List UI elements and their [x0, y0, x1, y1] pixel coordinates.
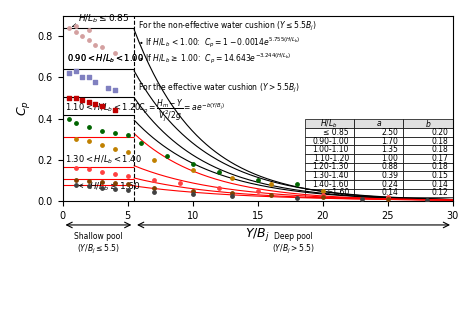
Point — [85, 75, 92, 80]
Point — [98, 143, 106, 148]
X-axis label: $Y/B_j$: $Y/B_j$ — [246, 226, 270, 243]
Point — [176, 181, 183, 186]
Point — [137, 141, 145, 146]
Point — [189, 167, 197, 172]
Point — [72, 178, 80, 183]
Point — [228, 190, 236, 195]
Point — [111, 147, 118, 152]
Point — [215, 185, 222, 190]
Point — [319, 192, 327, 197]
Point — [319, 194, 327, 199]
Point — [124, 149, 131, 154]
Point — [111, 186, 118, 191]
Point — [150, 185, 157, 190]
Point — [65, 71, 73, 76]
Point — [72, 137, 80, 142]
Point — [91, 102, 99, 107]
Point — [384, 194, 392, 199]
Point — [98, 128, 106, 133]
Point — [85, 28, 92, 33]
Point — [189, 191, 197, 196]
Point — [85, 38, 92, 43]
Point — [85, 179, 92, 184]
Point — [85, 124, 92, 129]
Point — [124, 174, 131, 179]
Point — [91, 42, 99, 47]
Text: $1.30 < H/L_b < 1.40$: $1.30 < H/L_b < 1.40$ — [65, 154, 142, 166]
Point — [98, 104, 106, 109]
Point — [150, 178, 157, 183]
Point — [72, 95, 80, 100]
Text: $1.10 < H/L_b < 1.20$: $1.10 < H/L_b < 1.20$ — [65, 101, 142, 114]
Point — [85, 166, 92, 172]
Point — [163, 153, 171, 158]
Point — [78, 98, 86, 103]
Point — [111, 87, 118, 92]
Point — [358, 197, 365, 202]
Point — [85, 139, 92, 144]
Text: $0.90 < H/L_b < 1.00$: $0.90 < H/L_b < 1.00$ — [66, 52, 144, 65]
Text: For the non-effective water cushion $(Y \leq 5.5B_j)$
$\bullet$ If $H/L_b$ < 1.0: For the non-effective water cushion $(Y … — [138, 20, 317, 66]
Point — [78, 34, 86, 39]
Point — [228, 176, 236, 181]
Point — [104, 85, 112, 90]
Point — [124, 132, 131, 138]
Point — [98, 185, 106, 190]
Point — [65, 26, 73, 31]
Text: $H/L_b \leq 0.85$: $H/L_b \leq 0.85$ — [73, 13, 129, 27]
Point — [423, 197, 431, 203]
Point — [384, 196, 392, 201]
Point — [293, 195, 301, 200]
Point — [215, 170, 222, 175]
Point — [124, 182, 131, 187]
Point — [150, 157, 157, 162]
Point — [72, 165, 80, 171]
Point — [228, 193, 236, 198]
Text: $H/L_b \geq 1.60$: $H/L_b \geq 1.60$ — [79, 180, 140, 193]
Point — [91, 79, 99, 84]
Point — [98, 44, 106, 49]
Point — [111, 108, 118, 113]
Point — [124, 187, 131, 192]
Point — [150, 189, 157, 194]
Point — [65, 116, 73, 121]
Point — [111, 50, 118, 55]
Text: Shallow pool
$(Y/B_j \leq 5.5)$: Shallow pool $(Y/B_j \leq 5.5)$ — [74, 232, 123, 256]
Point — [72, 69, 80, 74]
Point — [111, 131, 118, 136]
Point — [72, 120, 80, 125]
Point — [98, 180, 106, 185]
Point — [111, 172, 118, 177]
Point — [85, 184, 92, 189]
Text: For the effective water cushion $(Y > 5.5B_j)$
$C_p = \dfrac{H_m - Y}{V_j^2/2g} : For the effective water cushion $(Y > 5.… — [138, 82, 300, 124]
Point — [319, 188, 327, 193]
Point — [78, 75, 86, 80]
Point — [98, 170, 106, 175]
Y-axis label: $C_p$: $C_p$ — [15, 100, 32, 116]
Point — [85, 100, 92, 105]
Point — [72, 30, 80, 35]
Point — [293, 182, 301, 187]
Point — [267, 192, 274, 197]
Point — [72, 183, 80, 188]
Point — [254, 178, 262, 183]
Point — [65, 95, 73, 100]
Point — [111, 181, 118, 186]
Point — [189, 161, 197, 166]
Point — [254, 188, 262, 193]
Text: Deep pool
$(Y/B_j > 5.5)$: Deep pool $(Y/B_j > 5.5)$ — [272, 232, 315, 256]
Point — [72, 23, 80, 28]
Text: $0.90 < H/L_b < 1.00$: $0.90 < H/L_b < 1.00$ — [66, 52, 144, 65]
Point — [267, 182, 274, 187]
Point — [189, 188, 197, 193]
